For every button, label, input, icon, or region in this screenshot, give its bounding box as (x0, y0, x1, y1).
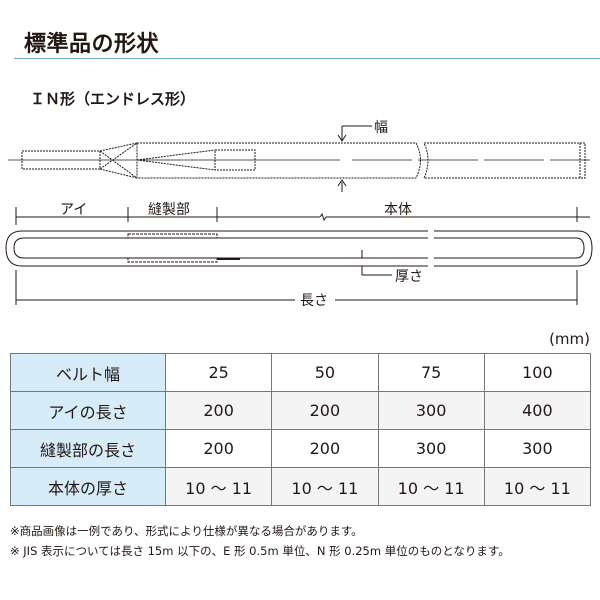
body-label: 本体 (384, 202, 412, 218)
page-title: 標準品の形状 (24, 32, 160, 57)
row-header: ベルト幅 (10, 353, 166, 392)
cell: 50 (271, 353, 379, 392)
spec-table: ベルト幅 25 50 75 100 アイの長さ 200 200 300 400 縫製部の長さ 20… (10, 353, 592, 506)
cell: 75 (377, 353, 485, 392)
cell: 400 (483, 391, 592, 430)
sewn-label: 縫製部 (148, 202, 190, 218)
length-label: 長さ (300, 293, 328, 309)
table-row: ベルト幅 25 50 75 100 (10, 353, 592, 392)
section-subtitle: ＩＮ形（エンドレス形） (30, 90, 196, 108)
cell: 300 (377, 429, 485, 468)
title-divider (14, 58, 600, 59)
unit-label: (mm) (549, 330, 590, 348)
cell: 200 (271, 429, 379, 468)
sling-diagram: 幅 アイ 縫製部 本体 厚さ 長さ (5, 120, 593, 309)
cell: 300 (483, 429, 592, 468)
cell: 10 ～ 11 (164, 467, 273, 506)
table-row: 縫製部の長さ 200 200 300 300 (10, 429, 592, 468)
eye-label: アイ (60, 202, 87, 218)
cell: 25 (164, 353, 273, 392)
top-view: 幅 (8, 120, 590, 192)
width-label: 幅 (374, 120, 388, 136)
note-2: ※ JIS 表示については長さ 15m 以下の、E 形 0.5m 単位、N 形 … (10, 544, 510, 558)
thickness-label: 厚さ (395, 269, 423, 285)
cell: 200 (164, 391, 273, 430)
cell: 10 ～ 11 (377, 467, 485, 506)
row-header: 本体の厚さ (10, 467, 166, 506)
row-header: アイの長さ (10, 391, 166, 430)
side-view: アイ 縫製部 本体 厚さ 長さ (5, 202, 593, 309)
cell: 200 (164, 429, 273, 468)
cell: 10 ～ 11 (271, 467, 379, 506)
cell: 200 (271, 391, 379, 430)
table-row: アイの長さ 200 200 300 400 (10, 391, 592, 430)
cell: 100 (483, 353, 592, 392)
cell: 10 ～ 11 (483, 467, 592, 506)
row-header: 縫製部の長さ (10, 429, 166, 468)
note-1: ※商品画像は一例であり、形式により仕様が異なる場合があります。 (10, 524, 363, 538)
cell: 300 (377, 391, 485, 430)
table-row: 本体の厚さ 10 ～ 11 10 ～ 11 10 ～ 11 10 ～ 11 (10, 467, 592, 506)
